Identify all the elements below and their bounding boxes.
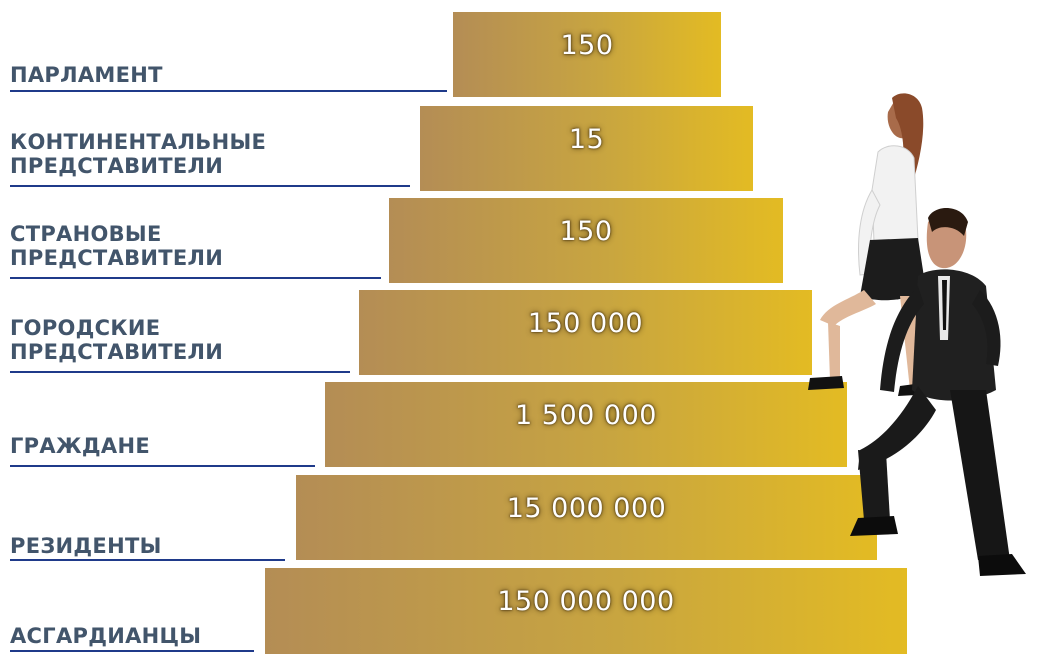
tier-label-line: ПРЕДСТАВИТЕЛИ xyxy=(10,340,224,364)
tier-bar: 150 xyxy=(453,12,721,97)
tier-label-line: РЕЗИДЕНТЫ xyxy=(10,534,162,558)
tier-underline xyxy=(10,465,315,467)
tier-underline xyxy=(10,650,254,652)
tier-label: ПАРЛАМЕНТ xyxy=(10,63,163,87)
climbing-people-illustration xyxy=(808,93,1026,576)
tier-value: 15 xyxy=(568,124,605,155)
tier-label-line: ПРЕДСТАВИТЕЛИ xyxy=(10,154,224,178)
tier-bar: 150 xyxy=(389,198,783,283)
tier-bar: 150 000 000 xyxy=(265,568,907,654)
tier-label: СТРАНОВЫЕ ПРЕДСТАВИТЕЛИ xyxy=(10,222,223,270)
tier-underline xyxy=(10,277,381,279)
tier-underline xyxy=(10,90,447,92)
tier-value: 1 500 000 xyxy=(515,400,657,431)
tier-bar: 150 000 xyxy=(359,290,812,375)
tier-label: АСГАРДИАНЦЫ xyxy=(10,624,201,648)
tier-label-line: ПАРЛАМЕНТ xyxy=(10,63,163,87)
tier-label-line: ГОРОДСКИЕ xyxy=(10,316,161,340)
tier-value: 150 xyxy=(559,216,613,247)
tier-underline xyxy=(10,185,410,187)
tier-label-line: СТРАНОВЫЕ xyxy=(10,222,162,246)
tier-value: 15 000 000 xyxy=(506,493,667,524)
tier-label: КОНТИНЕНТАЛЬНЫЕ ПРЕДСТАВИТЕЛИ xyxy=(10,130,266,178)
tier-label-line: ГРАЖДАНЕ xyxy=(10,434,151,458)
tier-bar: 15 000 000 xyxy=(296,475,877,560)
tier-label-line: АСГАРДИАНЦЫ xyxy=(10,624,202,648)
tier-value: 150 xyxy=(560,30,614,61)
tier-label: РЕЗИДЕНТЫ xyxy=(10,534,162,558)
tier-label: ГРАЖДАНЕ xyxy=(10,434,150,458)
tier-value: 150 000 000 xyxy=(497,586,675,617)
tier-bar: 15 xyxy=(420,106,753,191)
tier-underline xyxy=(10,559,285,561)
tier-label-line: КОНТИНЕНТАЛЬНЫЕ xyxy=(10,130,267,154)
man-figure xyxy=(850,207,1026,576)
tier-underline xyxy=(10,371,350,373)
tier-bar: 1 500 000 xyxy=(325,382,847,467)
tier-label-line: ПРЕДСТАВИТЕЛИ xyxy=(10,246,224,270)
tier-value: 150 000 xyxy=(527,308,644,339)
tier-label: ГОРОДСКИЕ ПРЕДСТАВИТЕЛИ xyxy=(10,316,223,364)
